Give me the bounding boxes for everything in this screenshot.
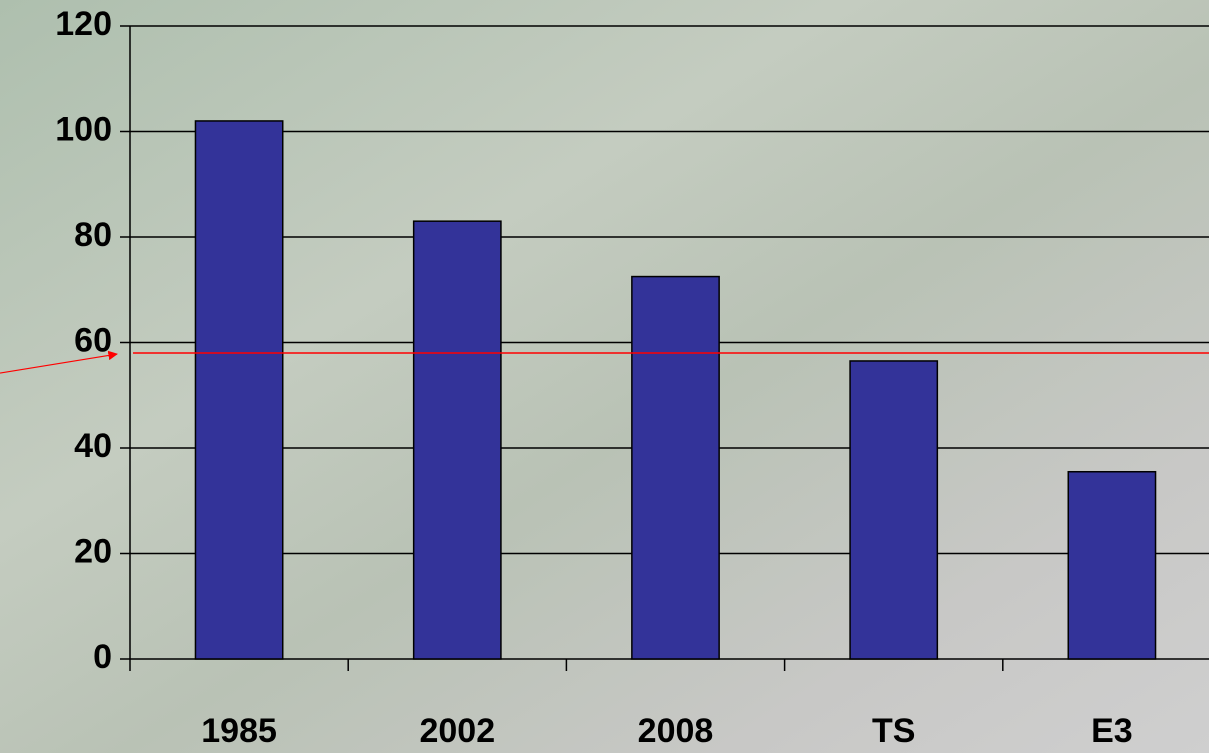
y-tick-label: 0 [93,638,112,676]
bar [412,220,502,660]
x-tick-label: 2002 [419,712,495,750]
bar [849,360,939,660]
y-tick-label: 20 [74,532,112,570]
y-tick-label: 60 [74,321,112,359]
x-tick-label: 2008 [638,712,714,750]
y-tick-label: 100 [55,110,112,148]
bar [631,275,720,660]
bar [194,120,284,660]
x-tick-label: 1985 [201,712,277,750]
arrow [0,350,118,374]
bar [1067,470,1157,660]
y-tick-label: 40 [74,427,112,465]
y-tick-label: 80 [74,216,112,254]
x-tick-label: E3 [1091,712,1133,750]
y-tick-label: 120 [55,5,112,43]
x-tick-label: TS [872,712,915,750]
